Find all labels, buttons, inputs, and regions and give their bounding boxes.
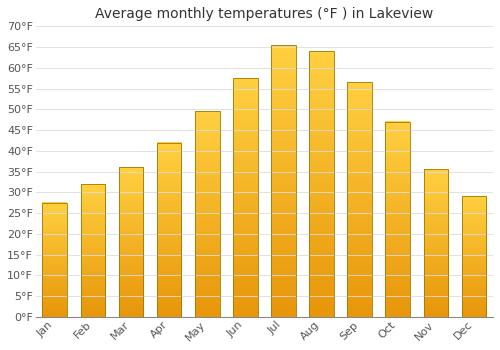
Bar (80, 184, 106, 317)
Bar (424, 169, 448, 317)
Bar (156, 142, 182, 317)
Bar (462, 196, 486, 317)
Bar (348, 82, 372, 317)
Bar (195, 111, 220, 317)
Bar (386, 122, 410, 317)
Bar (42, 203, 67, 317)
Bar (271, 45, 296, 317)
Title: Average monthly temperatures (°F ) in Lakeview: Average monthly temperatures (°F ) in La… (96, 7, 433, 21)
Bar (309, 51, 334, 317)
Bar (233, 78, 258, 317)
Bar (118, 167, 144, 317)
